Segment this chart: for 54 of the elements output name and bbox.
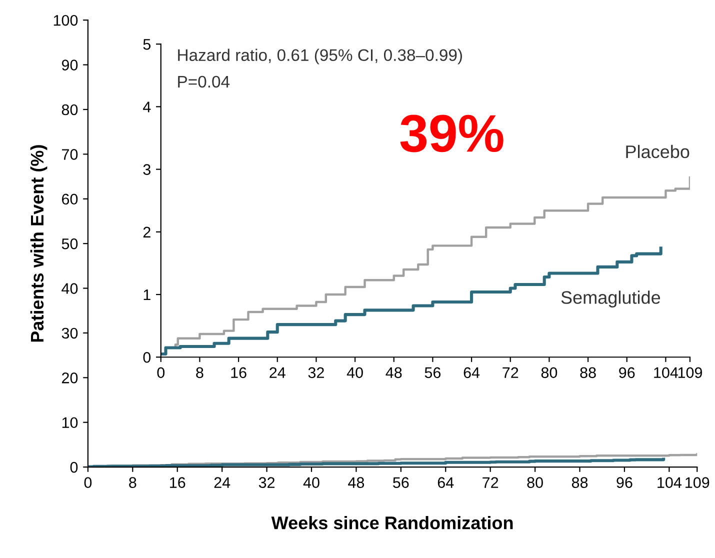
x-tick-label: 16 xyxy=(231,367,246,378)
y-tick-label: 5 xyxy=(143,39,151,50)
y-tick-label: 1 xyxy=(144,290,150,300)
x-tick-label: 8 xyxy=(129,477,136,488)
x-tick-label: 40 xyxy=(346,367,363,378)
annotation: 39% xyxy=(400,114,504,152)
x-tick-label: 0 xyxy=(157,367,165,378)
annotation: P=0.04 xyxy=(178,76,230,88)
y-tick-label: 40 xyxy=(62,283,78,294)
x-axis-title: Weeks since Randomization xyxy=(271,516,513,530)
x-tick-label: 8 xyxy=(196,367,204,378)
y-tick-label: 90 xyxy=(62,60,78,70)
x-tick-label: 24 xyxy=(270,367,286,378)
y-tick-label: 100 xyxy=(54,14,78,26)
x-tick-label: 56 xyxy=(424,367,441,378)
y-tick-label: 50 xyxy=(62,238,78,250)
y-tick-label: 0 xyxy=(143,352,151,363)
x-tick-label: 80 xyxy=(527,477,543,488)
y-tick-label: 30 xyxy=(62,328,78,339)
x-tick-label: 32 xyxy=(308,367,324,378)
x-tick-label: 16 xyxy=(170,477,186,488)
x-tick-label: 104 xyxy=(658,477,682,488)
x-tick-label: 109 xyxy=(686,477,710,488)
y-tick-label: 80 xyxy=(62,104,78,116)
x-tick-label: 32 xyxy=(258,477,275,488)
x-tick-label: 72 xyxy=(502,367,518,378)
x-tick-label: 88 xyxy=(572,477,588,488)
x-tick-label: 88 xyxy=(580,367,596,378)
y-tick-label: 3 xyxy=(143,164,150,175)
x-tick-label: 48 xyxy=(386,367,402,378)
x-tick-label: 80 xyxy=(541,367,558,378)
x-tick-label: 104 xyxy=(654,367,678,378)
x-tick-label: 40 xyxy=(303,477,320,488)
x-tick-label: 24 xyxy=(214,477,230,488)
y-axis-title: Patients with Event (%) xyxy=(30,145,48,342)
series-label: Semaglutide xyxy=(561,290,660,308)
x-tick-label: 96 xyxy=(619,367,635,378)
x-tick-label: 72 xyxy=(482,477,498,488)
x-tick-label: 48 xyxy=(348,477,364,488)
x-tick-label: 96 xyxy=(616,477,632,488)
x-tick-label: 56 xyxy=(393,477,409,488)
annotation: Hazard ratio, 0.61 (95% CI, 0.38–0.99) xyxy=(178,48,462,64)
x-tick-label: 109 xyxy=(678,367,702,378)
y-tick-label: 60 xyxy=(62,194,78,205)
x-tick-label: 64 xyxy=(438,477,454,488)
x-tick-label: 64 xyxy=(464,367,480,378)
y-tick-label: 10 xyxy=(62,417,78,428)
y-tick-label: 0 xyxy=(70,462,78,473)
y-tick-label: 20 xyxy=(62,372,78,384)
y-tick-label: 2 xyxy=(143,226,150,238)
series-label: Placebo xyxy=(626,144,690,158)
x-tick-label: 0 xyxy=(84,477,92,488)
y-tick-label: 70 xyxy=(62,149,78,160)
y-tick-label: 4 xyxy=(143,102,151,112)
